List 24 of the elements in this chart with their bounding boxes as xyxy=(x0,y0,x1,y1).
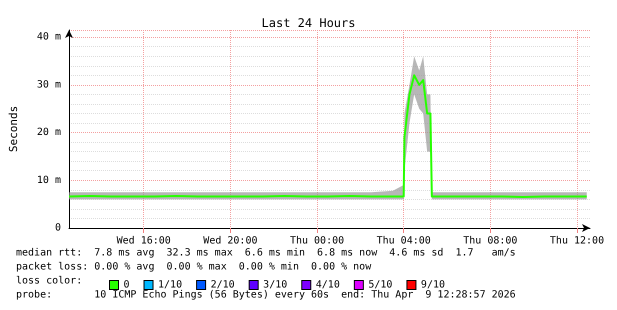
text: packet loss: 0.00 % avg 0.00 % max 0.00 % min 0.00 % now xyxy=(16,262,372,272)
x-tick-label: Wed 20:00 xyxy=(203,236,258,246)
x-tick-label: Thu 04:00 xyxy=(376,236,431,246)
text: probe: 10 ICMP Echo Pings (56 Bytes) every 60s end: Thu Apr 9 12:28:57 2026 xyxy=(16,290,516,300)
legend-label: 5/10 xyxy=(368,280,392,290)
legend-label: 0 xyxy=(124,280,130,290)
legend-title: loss color: xyxy=(16,276,82,286)
x-tick-label: Wed 16:00 xyxy=(116,236,171,246)
y-tick-label: 0 xyxy=(54,222,61,234)
y-tick-label: 20 m xyxy=(36,127,61,138)
x-tick-label: Thu 08:00 xyxy=(463,236,518,246)
x-tick-label: Thu 00:00 xyxy=(290,236,344,246)
x-tick-label: Thu 12:00 xyxy=(550,236,604,246)
y-tick-label: 30 m xyxy=(36,79,61,90)
y-axis-title: Seconds xyxy=(7,106,20,152)
y-tick-label: 10 m xyxy=(36,174,61,186)
text: median rtt: 7.8 ms avg 32.3 ms max 6.6 ms min 6.8 ms now 4.6 ms sd 1.7 am/s xyxy=(16,248,516,258)
chart-title: Last 24 Hours xyxy=(262,16,356,30)
legend-label: 9/10 xyxy=(420,280,446,290)
legend-label: 4/10 xyxy=(316,280,340,290)
y-tick-label: 40 m xyxy=(36,32,61,43)
legend-label: 3/10 xyxy=(263,280,288,290)
legend-label: 1/10 xyxy=(158,280,182,290)
legend-label: 2/10 xyxy=(210,280,235,290)
